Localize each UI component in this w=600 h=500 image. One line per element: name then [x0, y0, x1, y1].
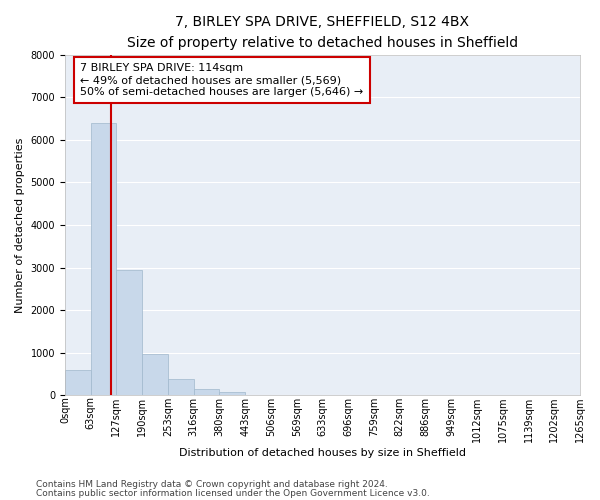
Bar	[194, 388, 220, 395]
Y-axis label: Number of detached properties: Number of detached properties	[15, 138, 25, 312]
Text: Contains public sector information licensed under the Open Government Licence v3: Contains public sector information licen…	[36, 488, 430, 498]
X-axis label: Distribution of detached houses by size in Sheffield: Distribution of detached houses by size …	[179, 448, 466, 458]
Bar	[168, 380, 194, 395]
Text: 7 BIRLEY SPA DRIVE: 114sqm
← 49% of detached houses are smaller (5,569)
50% of s: 7 BIRLEY SPA DRIVE: 114sqm ← 49% of deta…	[80, 64, 364, 96]
Bar	[142, 354, 168, 395]
Bar	[65, 370, 91, 395]
Bar	[116, 270, 142, 395]
Text: Contains HM Land Registry data © Crown copyright and database right 2024.: Contains HM Land Registry data © Crown c…	[36, 480, 388, 489]
Bar	[91, 123, 116, 395]
Title: 7, BIRLEY SPA DRIVE, SHEFFIELD, S12 4BX
Size of property relative to detached ho: 7, BIRLEY SPA DRIVE, SHEFFIELD, S12 4BX …	[127, 15, 518, 50]
Bar	[220, 392, 245, 395]
